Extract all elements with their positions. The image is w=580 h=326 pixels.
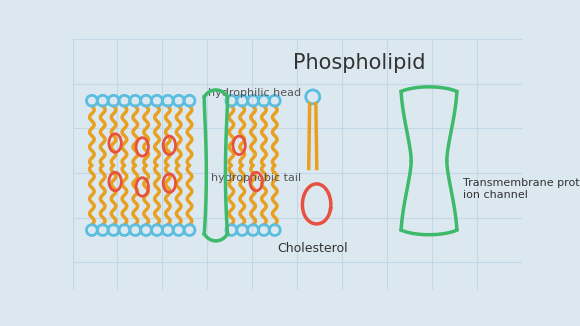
- Text: hydrophilic head: hydrophilic head: [208, 88, 301, 98]
- Text: Cholesterol: Cholesterol: [277, 243, 348, 255]
- Text: Phospholipid: Phospholipid: [293, 53, 426, 73]
- Text: hydrophobic tail: hydrophobic tail: [211, 173, 301, 183]
- Text: Transmembrane protein:
ion channel: Transmembrane protein: ion channel: [463, 178, 580, 200]
